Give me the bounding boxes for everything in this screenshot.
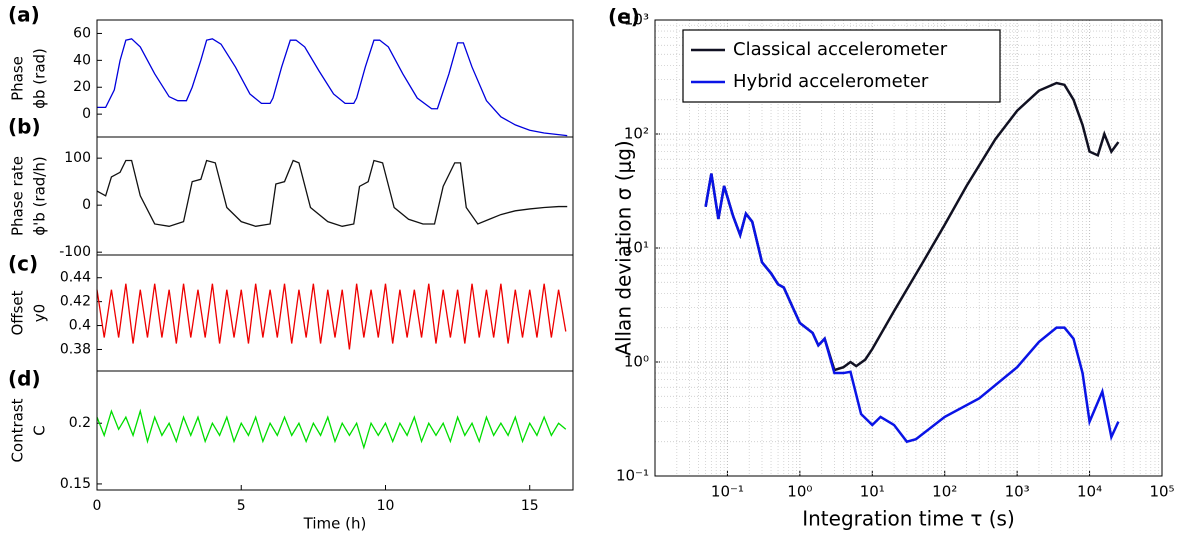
- data-line: [97, 38, 568, 137]
- y-tick-label: 10²: [624, 125, 649, 143]
- y-tick-label: 0.2: [69, 415, 91, 431]
- y-tick-label: 0: [82, 197, 91, 213]
- y-axis-label: Contrast: [9, 398, 27, 462]
- data-line: [96, 408, 567, 450]
- y-tick-label: 40: [73, 52, 91, 68]
- y-axis-label: Allan deviation σ (μg): [612, 140, 636, 355]
- y-tick-label: 10³: [624, 11, 649, 29]
- legend-label: Classical accelerometer: [733, 39, 948, 60]
- data-line: [96, 283, 567, 350]
- x-tick-label: 10⁻¹: [711, 483, 744, 501]
- data-line: [704, 173, 1120, 444]
- plot-frame: [96, 19, 574, 138]
- plot-frame: [96, 254, 574, 372]
- data-line: [96, 159, 568, 227]
- panel-label: (a): [8, 3, 40, 27]
- y-axis-label: y0: [31, 304, 49, 322]
- panel-label: (d): [8, 367, 41, 391]
- plot-frame: [96, 136, 574, 256]
- plot-frame: [96, 370, 574, 491]
- y-axis-label: C: [31, 425, 49, 435]
- panel-label: (b): [8, 115, 41, 139]
- y-axis-label: Phase rate: [9, 156, 27, 236]
- y-axis-label: Offset: [9, 290, 27, 335]
- y-axis-label: ϕ'b (rad/h): [31, 156, 49, 235]
- y-tick-label: 60: [73, 25, 91, 41]
- x-tick-label: 5: [237, 498, 246, 514]
- y-tick-label: 20: [73, 79, 91, 95]
- x-tick-label: 10⁴: [1077, 483, 1102, 501]
- y-axis-label: ϕb (rad): [31, 48, 49, 109]
- y-tick-label: 0.38: [60, 341, 91, 357]
- y-tick-label: 0.15: [60, 476, 91, 492]
- y-tick-label: 0.44: [60, 270, 91, 286]
- x-tick-label: 10³: [1005, 483, 1030, 501]
- x-tick-label: 10⁰: [787, 483, 812, 501]
- x-tick-label: 10¹: [860, 483, 885, 501]
- y-tick-label: 10¹: [624, 239, 649, 257]
- y-tick-label: 10⁰: [624, 353, 649, 371]
- x-tick-label: 10: [377, 498, 395, 514]
- x-axis-label: Integration time τ (s): [802, 507, 1015, 531]
- x-axis-label: Time (h): [303, 515, 367, 533]
- x-tick-label: 0: [93, 498, 102, 514]
- panel-label: (e): [608, 5, 640, 29]
- y-tick-label: 0.4: [69, 318, 91, 334]
- x-tick-label: 10⁵: [1149, 483, 1174, 501]
- x-tick-label: 10²: [932, 483, 957, 501]
- y-tick-label: 0.42: [60, 294, 91, 310]
- plot-frame: [654, 19, 1163, 477]
- y-axis-label: Phase: [9, 56, 27, 101]
- y-tick-label: 0: [82, 106, 91, 122]
- y-tick-label: -100: [59, 244, 91, 260]
- legend-box: [682, 29, 1001, 103]
- y-tick-label: 10⁻¹: [616, 467, 649, 485]
- legend-label: Hybrid accelerometer: [733, 71, 929, 92]
- y-tick-label: 100: [64, 150, 91, 166]
- x-tick-label: 15: [521, 498, 539, 514]
- panel-label: (c): [8, 252, 38, 276]
